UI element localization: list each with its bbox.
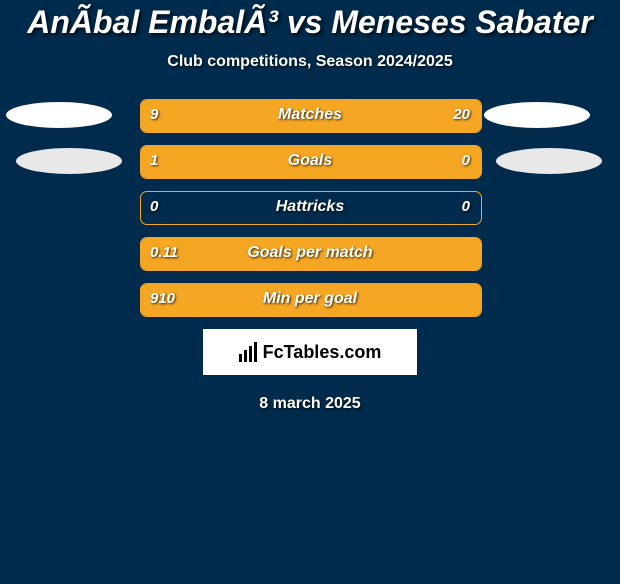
stat-label: Min per goal bbox=[140, 283, 480, 315]
stats-table: 920Matches 10Goals 00Hattricks 0.11Goals pe… bbox=[0, 99, 620, 315]
stat-label: Goals per match bbox=[140, 237, 480, 269]
stat-row: 00Hattricks bbox=[0, 191, 620, 223]
stat-label: Goals bbox=[140, 145, 480, 177]
player-badge-right bbox=[484, 102, 590, 128]
stat-row: 910Min per goal bbox=[0, 283, 620, 315]
stat-row: 0.11Goals per match bbox=[0, 237, 620, 269]
player-badge-left bbox=[16, 148, 122, 174]
page-title: AnÃ­bal EmbalÃ³ vs Meneses Sabater bbox=[0, 4, 620, 41]
stat-row: 10Goals bbox=[0, 145, 620, 177]
chart-icon bbox=[239, 342, 257, 362]
player-badge-right bbox=[496, 148, 602, 174]
stat-label: Hattricks bbox=[140, 191, 480, 223]
player-badge-left bbox=[6, 102, 112, 128]
stat-row: 920Matches bbox=[0, 99, 620, 131]
logo-text: FcTables.com bbox=[263, 342, 382, 363]
stat-label: Matches bbox=[140, 99, 480, 131]
subtitle: Club competitions, Season 2024/2025 bbox=[0, 53, 620, 71]
fctables-logo[interactable]: FcTables.com bbox=[203, 329, 417, 375]
date-label: 8 march 2025 bbox=[0, 395, 620, 413]
